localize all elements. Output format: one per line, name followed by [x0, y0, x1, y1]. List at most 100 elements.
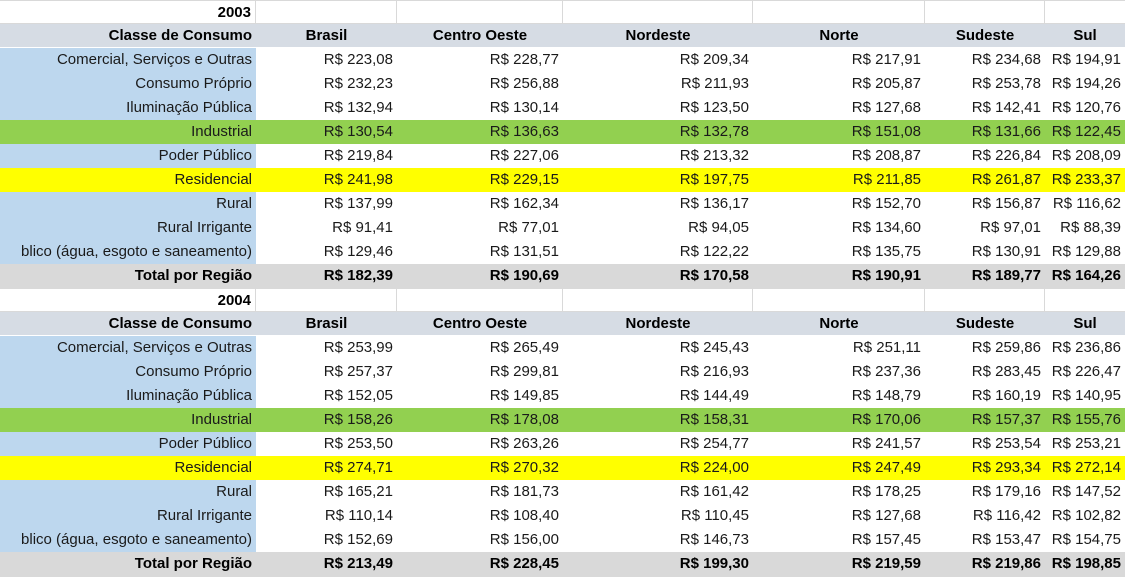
column-header-brasil[interactable]: Brasil — [305, 315, 348, 332]
value-cell[interactable]: R$ 132,78 — [563, 120, 753, 144]
value-cell[interactable]: R$ 253,78 — [925, 72, 1045, 96]
value-cell[interactable]: R$ 137,99 — [256, 192, 397, 216]
value-cell[interactable]: R$ 253,21 — [1045, 432, 1125, 456]
row-label-residencial[interactable]: Residencial — [0, 168, 256, 192]
value-cell[interactable]: R$ 219,84 — [256, 144, 397, 168]
value-cell[interactable]: R$ 122,22 — [563, 240, 753, 264]
value-cell[interactable]: R$ 127,68 — [753, 504, 925, 528]
value-cell[interactable]: R$ 263,26 — [397, 432, 563, 456]
value-cell[interactable]: R$ 129,46 — [256, 240, 397, 264]
row-label-industrial[interactable]: Industrial — [0, 120, 256, 144]
value-cell[interactable]: R$ 283,45 — [925, 360, 1045, 384]
value-cell[interactable]: R$ 274,71 — [256, 456, 397, 480]
value-cell[interactable]: R$ 144,49 — [563, 384, 753, 408]
column-header-centro-oeste[interactable]: Centro Oeste — [432, 315, 528, 332]
value-cell[interactable]: R$ 134,60 — [753, 216, 925, 240]
value-cell[interactable]: R$ 257,37 — [256, 360, 397, 384]
total-value-cell[interactable]: R$ 219,86 — [925, 552, 1045, 577]
value-cell[interactable]: R$ 179,16 — [925, 480, 1045, 504]
value-cell[interactable]: R$ 122,45 — [1045, 120, 1125, 144]
value-cell[interactable]: R$ 237,36 — [753, 360, 925, 384]
empty-cell[interactable] — [563, 289, 753, 311]
value-cell[interactable]: R$ 181,73 — [397, 480, 563, 504]
value-cell[interactable]: R$ 256,88 — [397, 72, 563, 96]
value-cell[interactable]: R$ 241,57 — [753, 432, 925, 456]
value-cell[interactable]: R$ 209,34 — [563, 48, 753, 72]
value-cell[interactable]: R$ 253,99 — [256, 336, 397, 360]
value-cell[interactable]: R$ 123,50 — [563, 96, 753, 120]
value-cell[interactable]: R$ 158,26 — [256, 408, 397, 432]
value-cell[interactable]: R$ 110,14 — [256, 504, 397, 528]
value-cell[interactable]: R$ 232,23 — [256, 72, 397, 96]
value-cell[interactable]: R$ 151,08 — [753, 120, 925, 144]
empty-cell[interactable] — [1045, 1, 1125, 23]
value-cell[interactable]: R$ 208,87 — [753, 144, 925, 168]
value-cell[interactable]: R$ 140,95 — [1045, 384, 1125, 408]
column-header-sul[interactable]: Sul — [1073, 315, 1097, 332]
column-header-norte[interactable]: Norte — [819, 315, 859, 332]
column-header-nordeste[interactable]: Nordeste — [625, 315, 691, 332]
value-cell[interactable]: R$ 216,93 — [563, 360, 753, 384]
row-label-blico-agua-esgoto-e-saneamento[interactable]: blico (água, esgoto e saneamento) — [0, 240, 256, 264]
value-cell[interactable]: R$ 130,54 — [256, 120, 397, 144]
value-cell[interactable]: R$ 97,01 — [925, 216, 1045, 240]
column-header-classe-de-consumo[interactable]: Classe de Consumo — [108, 27, 252, 44]
value-cell[interactable]: R$ 131,66 — [925, 120, 1045, 144]
row-label-poder-publico[interactable]: Poder Público — [0, 432, 256, 456]
value-cell[interactable]: R$ 136,17 — [563, 192, 753, 216]
total-value-cell[interactable]: R$ 190,91 — [753, 264, 925, 288]
value-cell[interactable]: R$ 211,93 — [563, 72, 753, 96]
total-value-cell[interactable]: R$ 199,30 — [563, 552, 753, 577]
value-cell[interactable]: R$ 152,70 — [753, 192, 925, 216]
row-label-blico-agua-esgoto-e-saneamento[interactable]: blico (água, esgoto e saneamento) — [0, 528, 256, 552]
value-cell[interactable]: R$ 213,32 — [563, 144, 753, 168]
total-value-cell[interactable]: R$ 213,49 — [256, 552, 397, 577]
value-cell[interactable]: R$ 147,52 — [1045, 480, 1125, 504]
total-value-cell[interactable]: R$ 182,39 — [256, 264, 397, 288]
value-cell[interactable]: R$ 157,37 — [925, 408, 1045, 432]
value-cell[interactable]: R$ 77,01 — [397, 216, 563, 240]
total-row-label[interactable]: Total por Região — [0, 552, 256, 577]
value-cell[interactable]: R$ 162,34 — [397, 192, 563, 216]
value-cell[interactable]: R$ 132,94 — [256, 96, 397, 120]
row-label-rural-irrigante[interactable]: Rural Irrigante — [0, 504, 256, 528]
value-cell[interactable]: R$ 108,40 — [397, 504, 563, 528]
value-cell[interactable]: R$ 227,06 — [397, 144, 563, 168]
value-cell[interactable]: R$ 142,41 — [925, 96, 1045, 120]
empty-cell[interactable] — [753, 1, 925, 23]
empty-cell[interactable] — [563, 1, 753, 23]
empty-cell[interactable] — [925, 1, 1045, 23]
value-cell[interactable]: R$ 299,81 — [397, 360, 563, 384]
total-value-cell[interactable]: R$ 189,77 — [925, 264, 1045, 288]
value-cell[interactable]: R$ 194,26 — [1045, 72, 1125, 96]
value-cell[interactable]: R$ 226,47 — [1045, 360, 1125, 384]
value-cell[interactable]: R$ 217,91 — [753, 48, 925, 72]
empty-cell[interactable] — [397, 289, 563, 311]
value-cell[interactable]: R$ 251,11 — [753, 336, 925, 360]
value-cell[interactable]: R$ 136,63 — [397, 120, 563, 144]
value-cell[interactable]: R$ 211,85 — [753, 168, 925, 192]
value-cell[interactable]: R$ 129,88 — [1045, 240, 1125, 264]
empty-cell[interactable] — [256, 289, 397, 311]
value-cell[interactable]: R$ 120,76 — [1045, 96, 1125, 120]
value-cell[interactable]: R$ 130,14 — [397, 96, 563, 120]
total-value-cell[interactable]: R$ 228,45 — [397, 552, 563, 577]
value-cell[interactable]: R$ 154,75 — [1045, 528, 1125, 552]
value-cell[interactable]: R$ 170,06 — [753, 408, 925, 432]
value-cell[interactable]: R$ 234,68 — [925, 48, 1045, 72]
year-label[interactable]: 2003 — [0, 1, 256, 23]
value-cell[interactable]: R$ 127,68 — [753, 96, 925, 120]
value-cell[interactable]: R$ 131,51 — [397, 240, 563, 264]
value-cell[interactable]: R$ 149,85 — [397, 384, 563, 408]
row-label-industrial[interactable]: Industrial — [0, 408, 256, 432]
value-cell[interactable]: R$ 161,42 — [563, 480, 753, 504]
value-cell[interactable]: R$ 236,86 — [1045, 336, 1125, 360]
value-cell[interactable]: R$ 160,19 — [925, 384, 1045, 408]
empty-cell[interactable] — [753, 289, 925, 311]
year-label[interactable]: 2004 — [0, 289, 256, 311]
total-value-cell[interactable]: R$ 164,26 — [1045, 264, 1125, 288]
row-label-iluminacao-publica[interactable]: Iluminação Pública — [0, 96, 256, 120]
value-cell[interactable]: R$ 247,49 — [753, 456, 925, 480]
value-cell[interactable]: R$ 224,00 — [563, 456, 753, 480]
value-cell[interactable]: R$ 197,75 — [563, 168, 753, 192]
